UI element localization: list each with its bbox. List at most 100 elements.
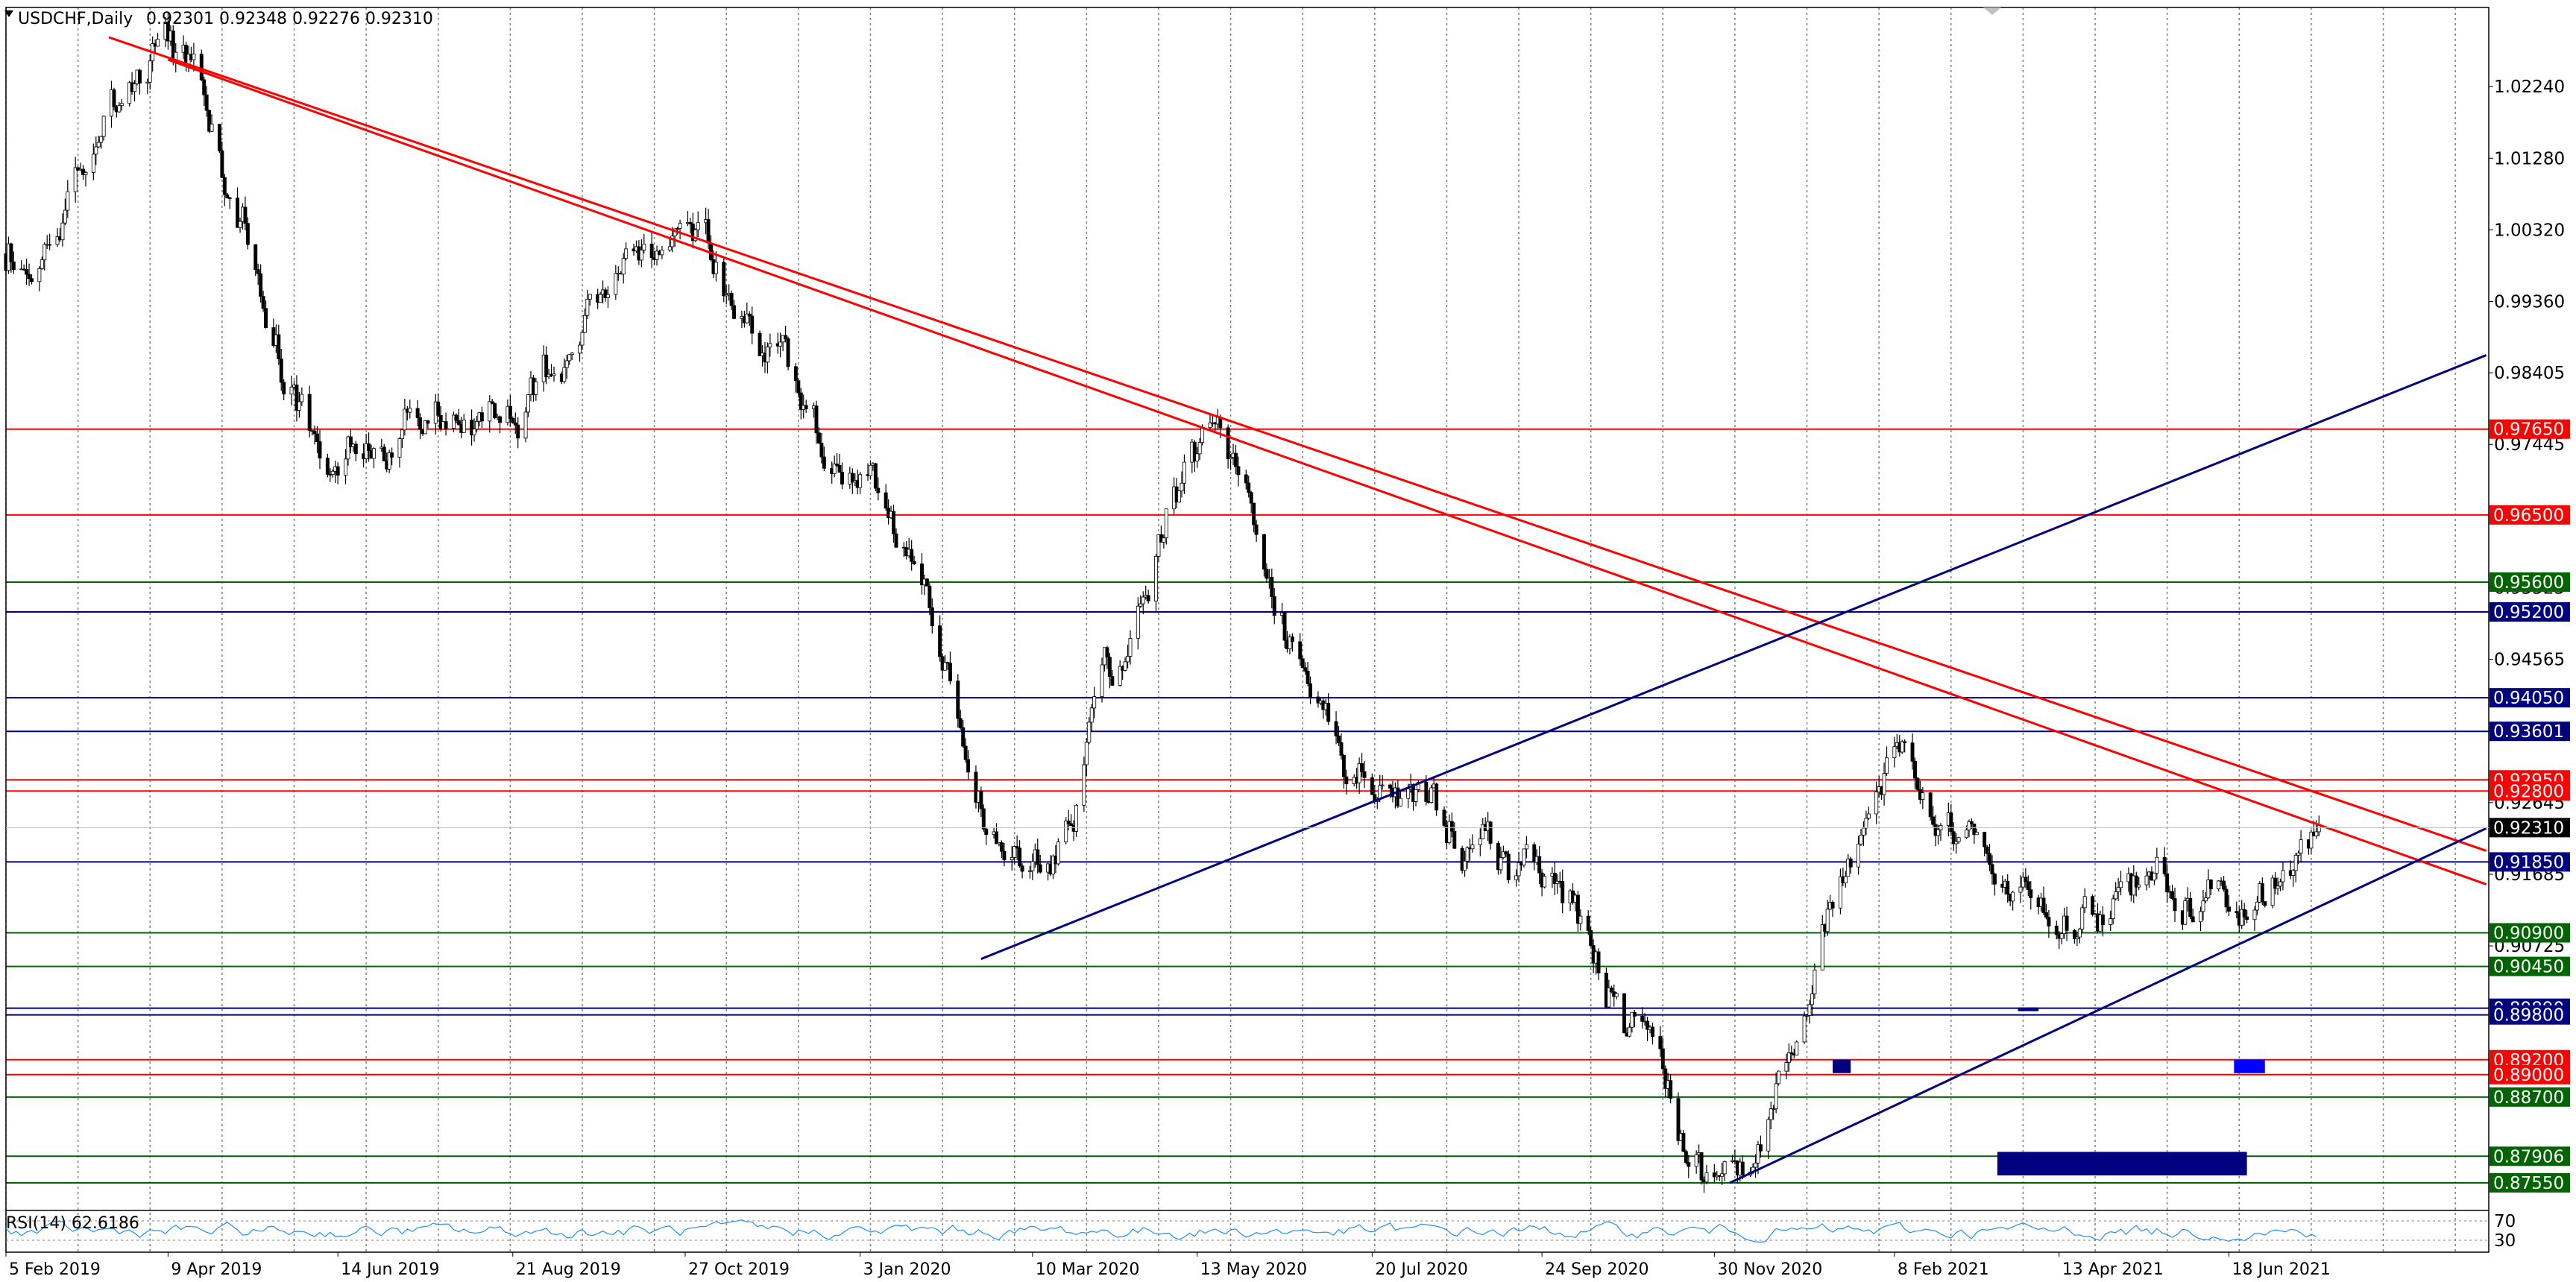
candle-body: [1537, 856, 1542, 874]
candle-body: [958, 718, 963, 728]
candle-body: [1848, 858, 1853, 868]
candle-body: [832, 464, 837, 475]
candle-body: [1481, 824, 1485, 839]
candle-body: [778, 341, 783, 347]
candle-body: [722, 262, 726, 297]
candle-body: [1784, 1062, 1789, 1072]
candle-body: [660, 249, 664, 256]
candle-body: [1051, 855, 1055, 875]
candle-body: [1990, 864, 1994, 874]
candle-body: [667, 246, 672, 250]
candle-body: [277, 334, 281, 360]
candle-body: [307, 394, 312, 432]
candle-body: [1614, 993, 1619, 997]
candle-body: [1341, 754, 1346, 777]
candle-body: [816, 432, 821, 443]
candle-body: [217, 124, 221, 151]
candle-body: [688, 222, 693, 224]
candle-body: [1758, 1144, 1763, 1152]
candle-body: [295, 385, 299, 411]
candle-body: [1370, 777, 1374, 795]
candle-body: [1417, 781, 1420, 790]
candle-body: [1139, 603, 1143, 607]
time-tick-label: 14 Jun 2019: [341, 1260, 439, 1279]
candle-body: [1164, 508, 1168, 539]
candle-body: [876, 487, 881, 493]
candle-body: [912, 561, 916, 564]
level-label: 0.97650: [2493, 420, 2564, 440]
candle-body: [1092, 696, 1097, 709]
candle-body: [758, 332, 762, 356]
candle-body: [1681, 1133, 1686, 1152]
candle-body: [1609, 988, 1613, 992]
candle-body: [840, 472, 844, 484]
level-label-box: [2490, 1087, 2570, 1107]
candle-body: [1704, 1172, 1709, 1183]
time-tick-label: 10 Mar 2020: [1036, 1260, 1139, 1279]
candle-body: [1141, 596, 1145, 604]
price-tick-label: 1.00320: [2494, 221, 2565, 240]
candle-body: [117, 105, 122, 113]
rsi-line: [5, 1219, 2317, 1243]
candle-body: [364, 443, 368, 459]
candle-body: [222, 177, 227, 195]
candle-body: [1651, 1026, 1654, 1037]
candle-body: [2260, 883, 2264, 902]
candle-body: [11, 261, 16, 271]
candle-body: [1874, 792, 1879, 815]
time-tick-label: 5 Feb 2019: [9, 1260, 101, 1279]
candle-body: [1972, 823, 1977, 836]
candle-body: [1658, 1036, 1663, 1049]
candle-body: [1524, 844, 1528, 850]
candle-body: [2255, 901, 2259, 911]
trendlines: [108, 36, 2487, 1184]
candle-body: [2080, 907, 2085, 929]
candle-body: [426, 420, 430, 424]
candle-body: [344, 458, 347, 476]
price-tick-label: 1.02240: [2494, 78, 2565, 97]
candle-body: [48, 244, 52, 246]
candle-body: [37, 268, 42, 282]
candle-body: [238, 221, 242, 228]
candle-body: [670, 236, 675, 247]
candle-body: [2199, 911, 2202, 923]
candle-body: [318, 441, 322, 459]
candle-body: [245, 223, 250, 245]
candle-body: [1162, 537, 1166, 543]
candle-body: [938, 625, 942, 657]
candle-body: [1786, 1052, 1791, 1063]
candle-body: [2100, 915, 2105, 925]
time-tick-label: 27 Oct 2019: [688, 1260, 790, 1279]
candle-body: [768, 343, 772, 347]
candle-body: [2041, 897, 2046, 913]
candle-body: [1769, 1108, 1773, 1120]
candle-body: [1084, 742, 1089, 765]
candle-body: [1378, 785, 1382, 800]
level-label: 0.87550: [2493, 1174, 2564, 1193]
candle-body: [470, 420, 474, 435]
candle-body: [199, 54, 204, 80]
candle-body: [261, 296, 265, 309]
candle-body: [330, 470, 335, 475]
candles: [4, 12, 2321, 1193]
level-label-box: [2490, 781, 2570, 801]
candle-body: [868, 464, 872, 476]
candle-body: [204, 94, 209, 111]
candle-body: [1777, 1070, 1781, 1084]
candle-body: [1442, 809, 1446, 826]
candle-body: [1064, 821, 1068, 842]
candle-body: [1974, 832, 1979, 836]
time-tick-label: 24 Sep 2020: [1545, 1260, 1648, 1279]
candle-body: [1270, 577, 1274, 597]
candle-body: [475, 420, 479, 430]
candle-body: [745, 313, 749, 323]
dropdown-icon[interactable]: [4, 10, 13, 17]
candle-body: [243, 206, 248, 224]
candle-body: [1532, 844, 1537, 863]
candle-body: [1449, 821, 1454, 832]
candle-body: [564, 360, 569, 368]
candle-body: [2224, 888, 2229, 908]
price-tick-label: 0.94565: [2494, 651, 2565, 670]
candle-body: [1380, 784, 1385, 786]
candle-body: [1036, 849, 1040, 865]
